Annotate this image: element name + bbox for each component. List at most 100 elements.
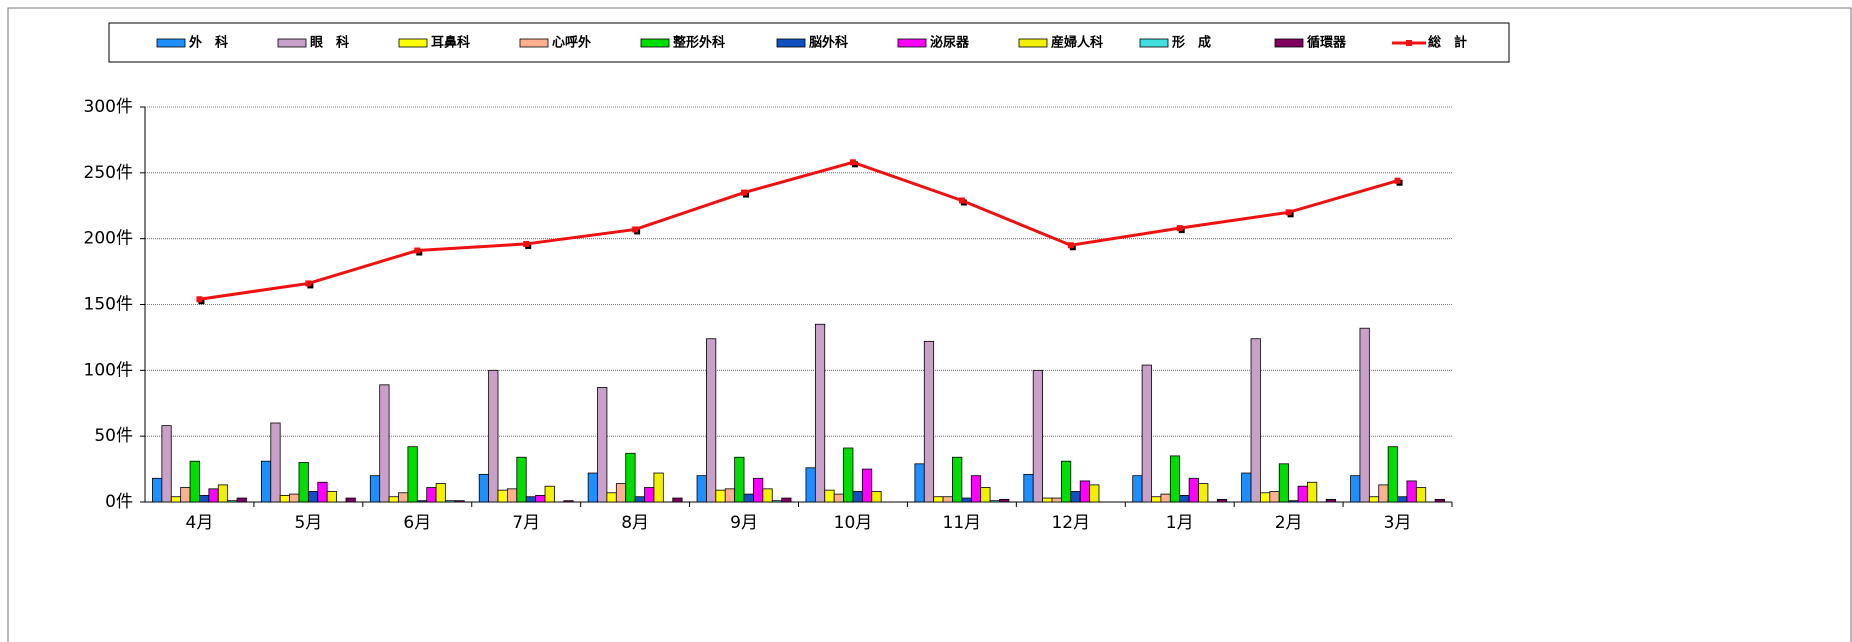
bar bbox=[1260, 492, 1271, 503]
bar bbox=[1060, 460, 1072, 503]
marker bbox=[849, 159, 856, 166]
bar bbox=[952, 456, 963, 503]
bar bbox=[989, 500, 1000, 503]
y-tick-label: 100件 bbox=[84, 360, 133, 380]
bar bbox=[1188, 477, 1199, 503]
bar bbox=[516, 456, 527, 503]
legend-label: 総 計 bbox=[1428, 35, 1467, 51]
bar bbox=[597, 387, 608, 503]
bar bbox=[644, 487, 655, 503]
bar bbox=[161, 425, 172, 503]
bar bbox=[416, 500, 428, 503]
legend-label: 泌尿器 bbox=[930, 35, 970, 51]
marker bbox=[958, 197, 965, 204]
bar bbox=[507, 488, 518, 503]
bar bbox=[1434, 498, 1445, 503]
x-tick-label: 1月 bbox=[1166, 513, 1194, 533]
x-tick-label: 3月 bbox=[1384, 513, 1412, 533]
x-tick-label: 12月 bbox=[1051, 513, 1090, 533]
bar bbox=[970, 475, 982, 503]
bar bbox=[488, 369, 499, 503]
bar bbox=[615, 483, 627, 503]
bar bbox=[1141, 364, 1152, 503]
y-tick-label: 0件 bbox=[105, 492, 133, 512]
bar bbox=[833, 493, 844, 503]
bar bbox=[753, 477, 764, 503]
legend-label: 外 科 bbox=[188, 35, 228, 51]
bar bbox=[1350, 475, 1361, 503]
legend-marker bbox=[1406, 40, 1412, 46]
bar bbox=[1269, 491, 1280, 503]
marker bbox=[196, 296, 203, 303]
bar bbox=[563, 500, 574, 503]
bar bbox=[715, 489, 726, 503]
bar bbox=[625, 452, 636, 503]
legend-swatch bbox=[897, 38, 927, 48]
bar bbox=[445, 500, 456, 503]
marker bbox=[1067, 242, 1074, 249]
bar bbox=[260, 460, 272, 503]
x-tick-label: 8月 bbox=[621, 513, 649, 533]
bar bbox=[180, 487, 191, 503]
frame bbox=[7, 7, 1852, 642]
bar bbox=[1241, 472, 1252, 503]
bar bbox=[345, 497, 356, 503]
legend-swatch bbox=[640, 38, 670, 48]
bar bbox=[606, 492, 617, 503]
bar bbox=[587, 472, 598, 503]
legend-label: 循環器 bbox=[1307, 35, 1347, 51]
bar bbox=[1297, 485, 1308, 503]
bar bbox=[525, 496, 537, 503]
bar bbox=[535, 495, 546, 503]
bar bbox=[1278, 463, 1290, 503]
x-tick-label: 10月 bbox=[834, 513, 873, 533]
bar bbox=[999, 498, 1010, 503]
legend-label: 耳鼻科 bbox=[431, 35, 470, 51]
marker bbox=[305, 280, 312, 287]
bar bbox=[1179, 495, 1190, 503]
bar bbox=[1307, 481, 1318, 503]
bar bbox=[1250, 338, 1261, 503]
bar bbox=[152, 477, 163, 503]
legend-label: 整形外科 bbox=[672, 35, 725, 51]
bar bbox=[1288, 500, 1299, 503]
marker bbox=[1176, 225, 1183, 232]
y-tick-label: 200件 bbox=[84, 229, 133, 249]
y-tick-label: 300件 bbox=[84, 97, 133, 117]
legend-swatch bbox=[1018, 38, 1048, 48]
bar bbox=[497, 489, 508, 503]
x-tick-label: 11月 bbox=[943, 513, 982, 533]
bar bbox=[871, 491, 882, 503]
x-tick-label: 9月 bbox=[730, 513, 758, 533]
bar bbox=[743, 493, 754, 503]
legend-swatch bbox=[1139, 38, 1169, 48]
bar bbox=[379, 384, 390, 503]
bar bbox=[843, 447, 854, 503]
bar bbox=[1151, 496, 1162, 503]
y-tick-label: 150件 bbox=[84, 295, 133, 315]
marker bbox=[1394, 177, 1401, 184]
bar bbox=[771, 500, 783, 503]
bar bbox=[1169, 455, 1181, 503]
x-tick-label: 6月 bbox=[403, 513, 431, 533]
bar bbox=[923, 340, 935, 503]
bar bbox=[672, 497, 683, 503]
bar bbox=[914, 463, 925, 503]
legend-label: 産婦人科 bbox=[1051, 35, 1103, 51]
bar bbox=[805, 467, 816, 503]
bar bbox=[270, 422, 281, 503]
y-tick-label: 250件 bbox=[84, 163, 133, 183]
x-tick-label: 5月 bbox=[294, 513, 322, 533]
bar bbox=[1070, 491, 1081, 503]
bar bbox=[407, 446, 418, 503]
y-tick-label: 50件 bbox=[94, 426, 133, 446]
bar bbox=[298, 462, 309, 503]
bar bbox=[1359, 327, 1370, 503]
bar bbox=[1042, 497, 1053, 503]
bar bbox=[307, 491, 319, 503]
bar bbox=[1079, 480, 1090, 503]
legend-swatch bbox=[156, 38, 186, 48]
bar bbox=[1089, 484, 1100, 503]
marker bbox=[1285, 209, 1292, 216]
